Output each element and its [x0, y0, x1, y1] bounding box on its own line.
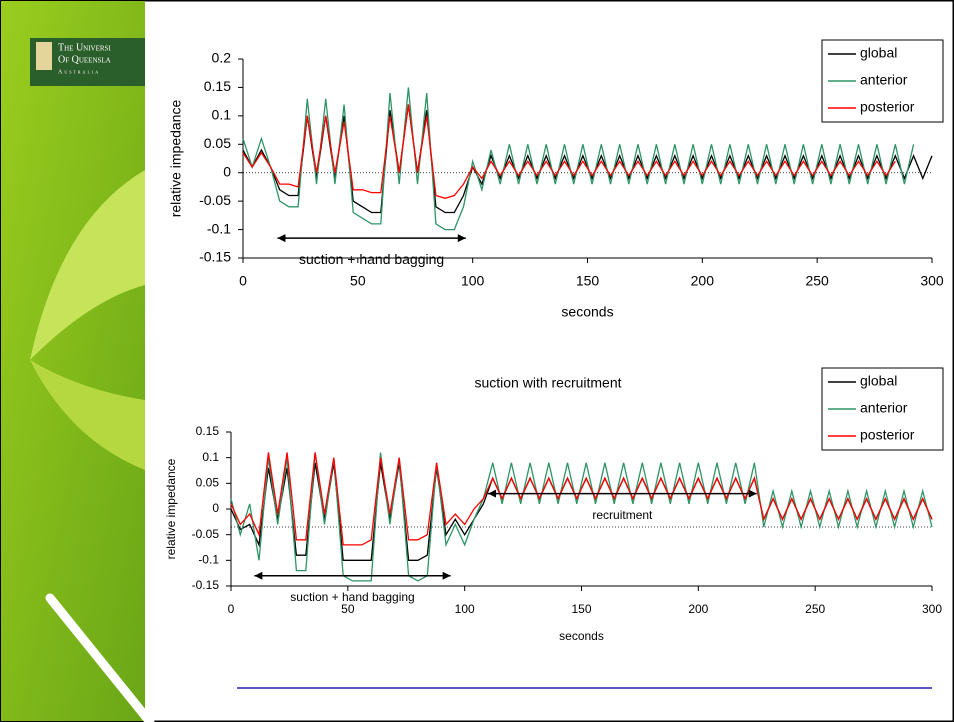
x-tick-label: 200	[691, 273, 715, 289]
chart-title: suction with recruitment	[474, 375, 621, 391]
legend-label: global	[860, 373, 897, 389]
legend-label: posterior	[860, 99, 915, 115]
y-tick-label: -0.1	[198, 553, 219, 567]
annotation-text: suction + hand bagging	[290, 590, 414, 604]
y-tick-label: 0.05	[204, 135, 231, 151]
y-tick-label: 0	[223, 163, 231, 179]
legend-label: posterior	[860, 427, 915, 443]
x-axis-label: seconds	[561, 304, 613, 320]
y-tick-label: 0.15	[196, 424, 220, 438]
series-line	[230, 452, 933, 546]
logo-text: The Universi	[58, 42, 111, 53]
series-line	[242, 104, 896, 199]
logo-text: Australia	[58, 69, 100, 75]
legend-label: anterior	[860, 72, 908, 88]
x-tick-label: 0	[228, 602, 235, 616]
logo-text: Of Queensla	[58, 54, 111, 65]
x-tick-label: 200	[688, 602, 708, 616]
decoration: The Universi Of Queensla Australia	[1, 1, 155, 722]
series-line	[242, 87, 915, 231]
y-tick-label: 0.1	[202, 450, 219, 464]
x-tick-label: 150	[571, 602, 591, 616]
y-tick-label: 0.2	[212, 50, 232, 66]
legend-label: anterior	[860, 400, 908, 416]
x-tick-label: 250	[805, 273, 829, 289]
y-tick-label: 0.05	[196, 476, 220, 490]
x-tick-label: 250	[805, 602, 825, 616]
x-tick-label: 50	[350, 273, 366, 289]
x-axis-label: seconds	[559, 629, 604, 643]
y-tick-label: 0	[212, 501, 219, 515]
y-axis-label: relative impedance	[164, 458, 178, 559]
annotation-text: suction + hand bagging	[299, 251, 444, 267]
x-tick-label: 100	[461, 273, 485, 289]
y-tick-label: -0.1	[207, 220, 231, 236]
x-tick-label: 50	[341, 602, 355, 616]
x-tick-label: 150	[576, 273, 600, 289]
x-tick-label: 100	[455, 602, 475, 616]
x-tick-label: 300	[922, 602, 942, 616]
y-tick-label: 0.1	[212, 107, 232, 123]
legend-label: global	[860, 45, 897, 61]
y-tick-label: -0.15	[192, 578, 220, 592]
y-tick-label: -0.05	[192, 527, 220, 541]
x-tick-label: 0	[239, 273, 247, 289]
y-tick-label: -0.05	[199, 192, 231, 208]
annotation-text: recruitment	[592, 508, 653, 522]
y-tick-label: 0.15	[204, 78, 231, 94]
y-axis-label: relative impedance	[168, 100, 184, 218]
x-tick-label: 300	[920, 273, 944, 289]
y-tick-label: -0.15	[199, 249, 231, 265]
